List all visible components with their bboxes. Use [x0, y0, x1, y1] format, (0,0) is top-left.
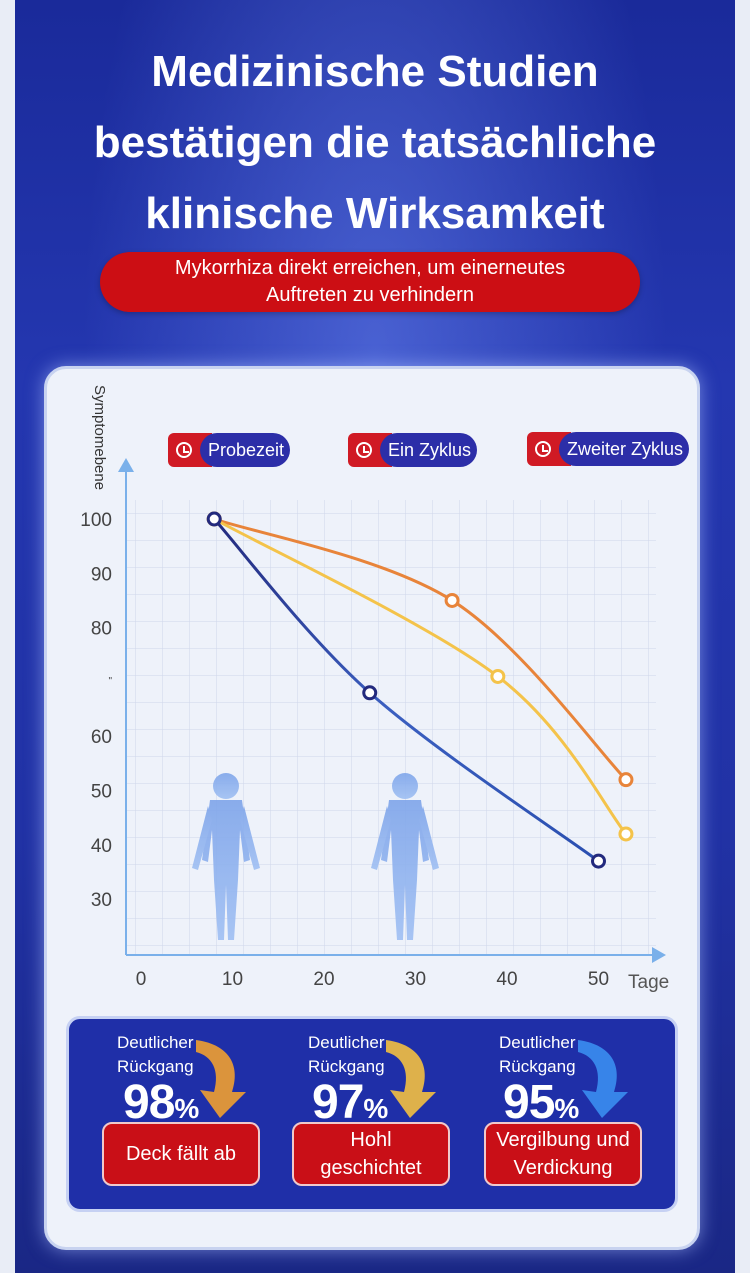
title-line: Medizinische Studien: [151, 47, 599, 96]
result-caption: Rückgang: [308, 1057, 385, 1076]
result-label-line: Verdickung: [513, 1157, 613, 1179]
result-stat-1: Deutlicher Rückgang 98%: [117, 1031, 199, 1133]
y-tick-label: ": [108, 676, 112, 687]
y-tick-label: 100: [80, 510, 112, 531]
x-axis-title: Tage: [628, 972, 669, 993]
left-margin: [0, 0, 15, 1273]
series-line: [213, 517, 628, 835]
data-point: [490, 668, 506, 684]
page-title: Medizinische Studien bestätigen die tats…: [20, 36, 730, 249]
result-caption: Rückgang: [499, 1057, 576, 1076]
result-stat-2: Deutlicher Rückgang 97%: [308, 1031, 388, 1133]
result-label-line: Deck fällt ab: [125, 1143, 237, 1165]
result-percent: 95%: [503, 1076, 579, 1133]
down-arrow-icon: [196, 1040, 246, 1118]
y-tick-label: 30: [91, 890, 112, 911]
data-point: [206, 511, 222, 527]
data-point: [362, 685, 378, 701]
x-tick-label: 30: [405, 969, 426, 990]
x-tick-label: 10: [222, 969, 243, 990]
data-point: [618, 772, 634, 788]
result-caption: Rückgang: [117, 1057, 194, 1076]
result-label-line: Vergilbung und: [496, 1129, 630, 1151]
title-line: bestätigen die tatsächliche: [93, 118, 657, 167]
percent-unit: %: [554, 1093, 579, 1124]
data-point: [591, 853, 606, 869]
x-tick-label: 20: [313, 969, 334, 990]
result-percent: 98%: [123, 1076, 199, 1133]
legend-item-zweiter-zyklus: Zweiter Zyklus: [527, 432, 690, 466]
result-label-line: Hohl: [350, 1129, 392, 1151]
result-caption: Deutlicher: [499, 1033, 576, 1052]
subtitle-line: Auftreten zu verhindern: [266, 284, 474, 306]
percent-unit: %: [363, 1093, 388, 1124]
y-tick-label: 80: [91, 619, 112, 640]
result-label-hohl-geschichtet: Hohl geschichtet: [292, 1122, 450, 1186]
y-tick-label: 60: [91, 727, 112, 748]
data-point: [618, 826, 634, 842]
title-line: klinische Wirksamkeit: [145, 189, 605, 238]
human-figure-right: [371, 773, 439, 940]
data-point: [444, 592, 460, 608]
subtitle-line: Mykorrhiza direkt erreichen, um einerneu…: [174, 257, 566, 279]
result-caption: Deutlicher: [308, 1033, 385, 1052]
result-label-vergilbung: Vergilbung und Verdickung: [484, 1122, 642, 1186]
y-axis-title: Symptomebene: [91, 385, 108, 490]
x-tick-label: 40: [496, 969, 517, 990]
y-tick-label: 50: [91, 782, 112, 803]
down-arrow-icon: [578, 1040, 628, 1118]
legend-label: Zweiter Zyklus: [559, 432, 690, 466]
result-percent: 97%: [312, 1076, 388, 1133]
y-axis: [118, 458, 134, 955]
percent-unit: %: [174, 1093, 199, 1124]
result-label-deck-faellt-ab: Deck fällt ab: [102, 1122, 260, 1186]
right-margin: [735, 0, 750, 1273]
series-lines: [206, 511, 634, 869]
x-axis: [126, 947, 666, 963]
legend-label: Probezeit: [200, 433, 291, 467]
result-caption: Deutlicher: [117, 1033, 194, 1052]
x-tick-label: 50: [588, 969, 609, 990]
y-tick-label: 40: [91, 836, 112, 857]
x-ticks: 0 10 20 30 40 50: [136, 969, 609, 990]
human-figure-left: [192, 773, 260, 940]
legend-item-probezeit: Probezeit: [168, 433, 291, 467]
result-label-line: geschichtet: [320, 1157, 422, 1179]
percent-value: 97: [312, 1076, 364, 1129]
result-stat-3: Deutlicher Rückgang 95%: [499, 1031, 579, 1133]
y-ticks: 100 90 80 " 60 50 40 30: [80, 510, 112, 911]
subtitle-banner: Mykorrhiza direkt erreichen, um einerneu…: [100, 252, 640, 312]
percent-value: 95: [503, 1076, 555, 1129]
down-arrow-icon: [386, 1040, 436, 1118]
y-tick-label: 90: [91, 564, 112, 585]
legend-label: Ein Zyklus: [380, 433, 478, 467]
percent-value: 98: [123, 1076, 175, 1129]
legend-item-ein-zyklus: Ein Zyklus: [348, 433, 478, 467]
x-tick-label: 0: [136, 969, 147, 990]
